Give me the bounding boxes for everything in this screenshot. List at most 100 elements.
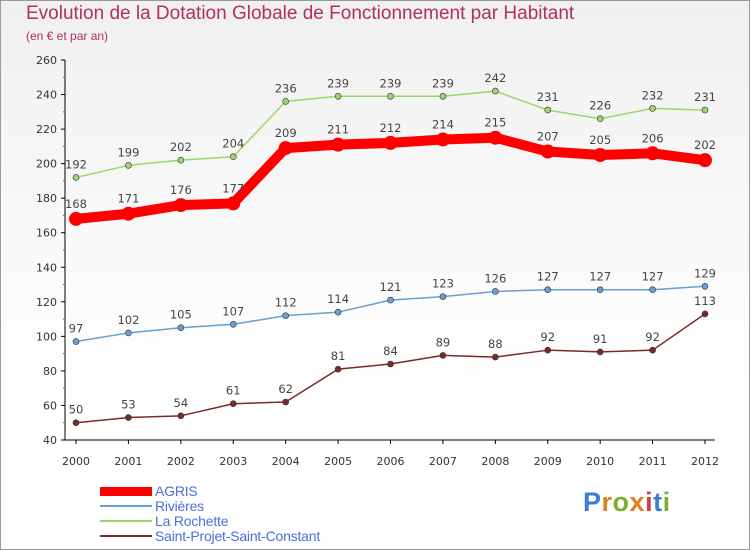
data-label-agris: 214 [432,117,454,131]
data-label-agris: 168 [65,197,87,211]
data-label-agris: 206 [642,131,664,145]
data-label-rivi-res: 97 [69,322,84,336]
x-tick-label: 2005 [324,455,352,468]
x-tick-label: 2006 [377,455,405,468]
x-tick-label: 2012 [691,455,719,468]
data-point-rivi-res [596,286,604,294]
data-label-rivi-res: 129 [694,266,716,280]
chart-subtitle: (en € et par an) [26,29,109,43]
data-label-rivi-res: 127 [642,270,664,284]
data-label-saint-projet-saint-constant: 92 [645,330,660,344]
data-label-la-rochette: 242 [484,71,506,85]
data-point-rivi-res [492,288,499,295]
data-point-agris [331,137,346,152]
data-label-rivi-res: 121 [380,280,402,294]
data-point-agris [226,196,241,211]
data-point-la-rochette [72,174,80,181]
data-point-agris [488,130,503,145]
y-tick-label: 60 [43,399,57,412]
data-label-saint-projet-saint-constant: 89 [436,335,451,349]
data-label-saint-projet-saint-constant: 50 [69,403,84,417]
logo-letter: o [612,487,630,517]
data-point-la-rochette [229,153,237,161]
data-point-la-rochette [596,115,604,123]
data-label-saint-projet-saint-constant: 92 [540,330,555,344]
x-tick-label: 2000 [62,455,90,468]
y-tick-label: 260 [36,54,57,67]
series-layer [69,87,712,427]
data-label-rivi-res: 123 [432,277,454,291]
y-tick-label: 180 [36,192,57,205]
data-label-la-rochette: 239 [432,76,454,90]
x-tick-label: 2004 [272,455,300,468]
data-label-la-rochette: 231 [537,90,559,104]
logo-letter: i [645,487,654,517]
data-label-rivi-res: 105 [170,308,192,322]
data-point-la-rochette [387,92,394,100]
legend-swatch [100,486,152,496]
data-point-rivi-res [701,282,709,290]
data-label-la-rochette: 204 [222,137,244,151]
series-line-saint-projet-saint-constant [75,313,706,424]
data-point-agris [593,148,608,162]
data-point-saint-projet-saint-constant [596,348,604,356]
data-point-agris [435,132,450,147]
data-label-saint-projet-saint-constant: 81 [331,349,346,363]
x-tick-label: 2009 [534,455,562,468]
data-label-agris: 205 [589,133,611,147]
data-point-rivi-res [72,338,80,345]
data-label-la-rochette: 192 [65,157,87,171]
data-label-la-rochette: 231 [694,90,716,104]
data-point-rivi-res [649,286,656,294]
y-tick-label: 120 [36,296,57,309]
data-label-saint-projet-saint-constant: 84 [383,344,398,358]
data-point-saint-projet-saint-constant [125,414,132,421]
data-label-saint-projet-saint-constant: 61 [226,384,241,398]
data-point-rivi-res [387,296,394,304]
y-tick-label: 160 [36,227,57,240]
data-point-la-rochette [439,92,447,100]
data-point-la-rochette [334,92,342,100]
data-label-agris: 215 [484,116,506,130]
data-point-rivi-res [439,293,447,300]
data-point-la-rochette [125,162,132,169]
data-label-rivi-res: 112 [275,296,297,310]
legend-swatch [100,520,152,522]
y-tick-label: 40 [43,434,57,447]
data-point-la-rochette [282,98,289,105]
logo-letter: x [629,487,646,517]
x-tick-label: 2010 [586,455,614,468]
legend-label: AGRIS [155,483,198,499]
line-chart: 40 60 80 100 120 140 160 180 200 220 240 260 2000 200… [36,54,719,468]
data-point-la-rochette [649,105,656,112]
data-point-saint-projet-saint-constant [544,346,552,354]
data-point-saint-projet-saint-constant [334,365,342,373]
data-label-la-rochette: 202 [170,140,192,154]
legend-label: Saint-Projet-Saint-Constant [155,528,321,544]
x-tick-label: 2001 [114,455,142,468]
data-point-rivi-res [125,329,132,337]
legend-swatch [100,505,152,507]
x-tick-label: 2011 [639,455,667,468]
y-tick-label: 140 [36,261,57,274]
data-point-la-rochette [492,87,499,95]
data-label-agris: 202 [694,138,716,152]
logo-letter: t [653,487,663,517]
data-label-agris: 209 [275,126,297,140]
x-tick-label: 2003 [219,455,247,468]
y-tick-label: 220 [36,123,57,136]
legend-label: La Rochette [155,513,229,529]
data-point-saint-projet-saint-constant [282,398,289,406]
data-point-saint-projet-saint-constant [439,352,447,359]
x-tick-label: 2007 [429,455,457,468]
data-point-saint-projet-saint-constant [649,346,656,354]
data-point-la-rochette [701,106,709,114]
data-label-rivi-res: 127 [537,270,559,284]
data-point-rivi-res [282,312,289,319]
data-point-la-rochette [544,106,552,114]
data-point-rivi-res [544,286,552,294]
data-label-agris: 212 [380,121,402,135]
data-point-saint-projet-saint-constant [492,353,499,361]
data-point-agris [121,206,136,221]
